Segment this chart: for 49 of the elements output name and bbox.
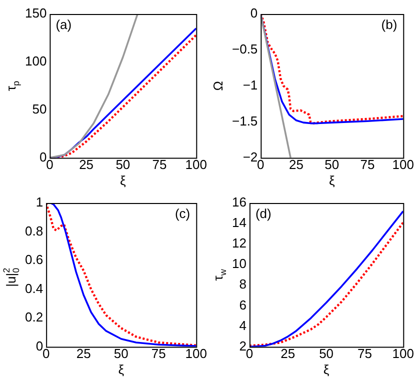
y-tick-label: −1 <box>242 77 258 92</box>
x-tick-label: 100 <box>185 157 208 172</box>
y-tick-label: 16 <box>232 194 246 210</box>
x-tick-label: 75 <box>357 346 372 362</box>
x-tick-label: 100 <box>185 346 208 362</box>
x-tick-label: 25 <box>280 346 296 362</box>
x-tick-label: 50 <box>324 157 340 172</box>
y-tick-label: 6 <box>239 297 246 312</box>
x-tick-label: 50 <box>114 346 128 362</box>
x-tick-label: 75 <box>152 157 167 172</box>
x-axis-title: ξ <box>328 172 335 188</box>
x-axis-title: ξ <box>118 362 124 377</box>
y-tick-label: 0.2 <box>24 310 44 325</box>
annotation: (c) <box>174 206 190 222</box>
y-axis-title: τw <box>210 268 228 281</box>
x-tick-label: 50 <box>116 157 130 172</box>
y-tick-label: 14 <box>232 215 246 230</box>
y-tick-label: −1.5 <box>232 113 258 128</box>
y-tick-label: 50 <box>32 101 47 116</box>
annotation: (b) <box>381 17 398 32</box>
x-tick-label: 100 <box>392 346 414 362</box>
x-tick-label: 25 <box>289 157 304 172</box>
y-tick-label: 100 <box>24 54 47 69</box>
y-tick-label: 1 <box>36 194 44 210</box>
y-tick-label: 0.6 <box>24 252 44 268</box>
y-axis-title: τp <box>4 80 22 91</box>
x-tick-label: 100 <box>392 157 414 172</box>
annotation: (a) <box>56 17 72 32</box>
x-tick-label: 75 <box>151 346 166 362</box>
x-tick-label: 25 <box>79 157 94 172</box>
x-tick-label: 25 <box>76 346 91 362</box>
y-tick-label: −0.5 <box>232 42 258 57</box>
x-tick-label: 75 <box>360 157 375 172</box>
y-tick-label: −2 <box>242 149 258 164</box>
y-tick-label: 2 <box>239 338 246 354</box>
y-tick-label: 0.4 <box>24 280 44 296</box>
y-tick-label: 8 <box>239 276 246 292</box>
x-axis-title: ξ <box>323 362 330 377</box>
y-tick-label: 0 <box>250 6 258 21</box>
y-tick-label: 0.8 <box>24 223 44 238</box>
y-axis-title: |u|20 <box>1 268 22 287</box>
annotation: (d) <box>255 206 272 222</box>
y-tick-label: 10 <box>232 256 246 272</box>
x-tick-label: 50 <box>319 346 334 362</box>
y-tick-label: 12 <box>232 236 246 251</box>
y-tick-label: 150 <box>24 6 47 21</box>
y-tick-label: 4 <box>239 318 246 333</box>
x-axis-title: ξ <box>120 172 126 188</box>
y-axis-title: Ω <box>210 80 226 91</box>
